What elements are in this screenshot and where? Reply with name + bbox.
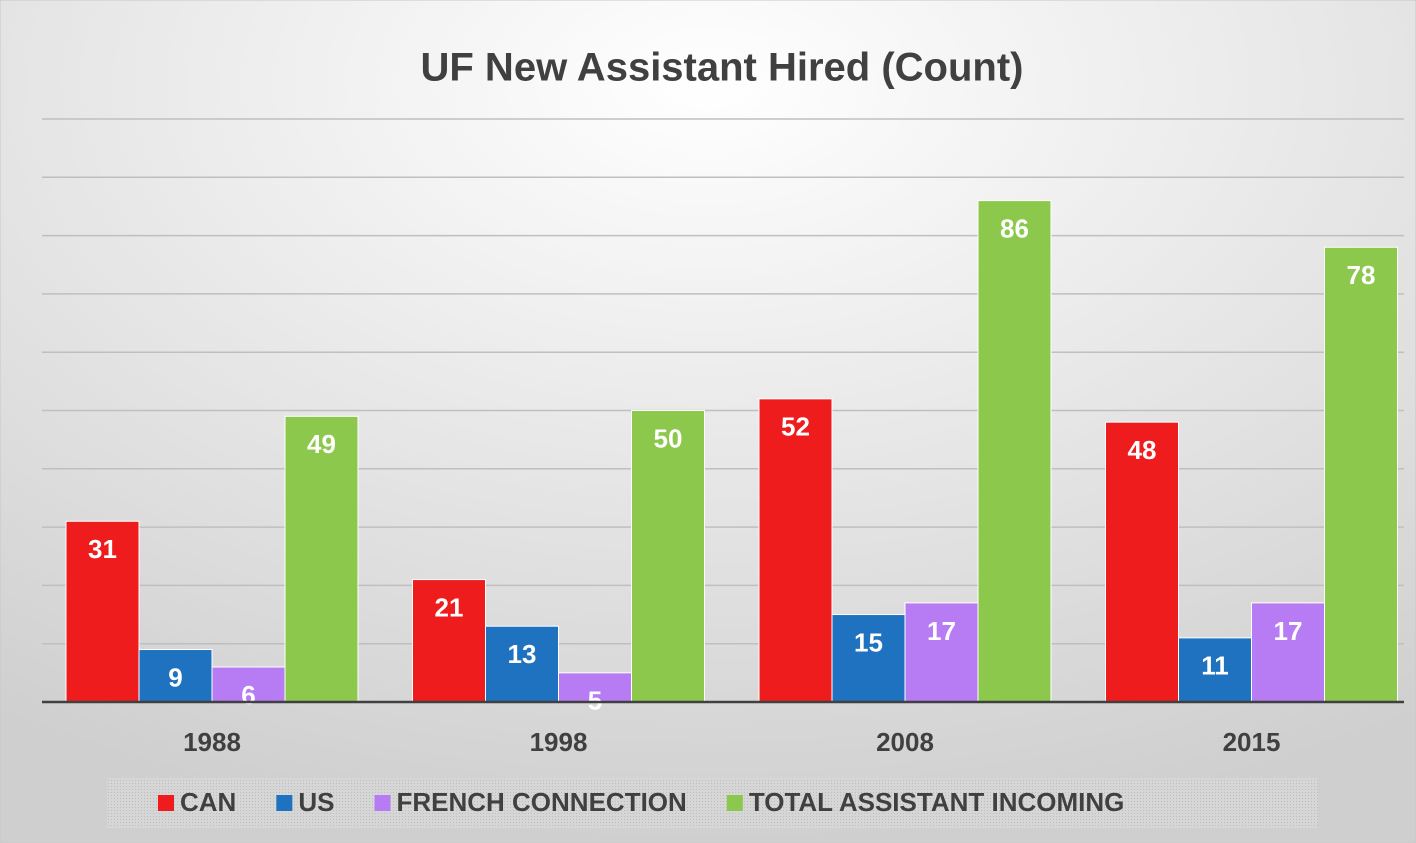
data-label: 21	[435, 592, 464, 622]
data-label: 17	[927, 616, 956, 646]
legend-label: FRENCH CONNECTION	[396, 787, 686, 817]
bar	[211, 666, 286, 703]
legend-label: TOTAL ASSISTANT INCOMING	[749, 787, 1125, 817]
legend-box	[107, 778, 1318, 828]
data-label: 15	[854, 627, 883, 657]
x-tick-label: 1998	[530, 727, 588, 757]
data-label: 31	[88, 534, 117, 564]
data-label: 48	[1128, 435, 1157, 465]
bar	[284, 415, 359, 703]
legend-label: CAN	[180, 787, 236, 817]
bar	[1251, 602, 1325, 703]
chart-title: UF New Assistant Hired (Count)	[421, 46, 1024, 90]
legend-swatch	[276, 795, 293, 811]
bar	[558, 672, 632, 703]
bar	[485, 625, 559, 703]
data-label: 11	[1201, 651, 1229, 681]
data-label: 50	[654, 423, 683, 453]
bar	[758, 398, 833, 703]
legend-swatch	[374, 795, 391, 811]
data-label: 52	[781, 412, 810, 442]
legend-label: US	[298, 787, 334, 817]
bar	[831, 614, 906, 703]
bar	[631, 410, 705, 703]
x-tick-label: 2008	[876, 727, 934, 757]
bar	[1178, 637, 1252, 703]
data-label: 78	[1347, 260, 1376, 290]
legend-swatch	[158, 795, 174, 811]
bar	[1105, 421, 1179, 703]
x-tick-label: 1988	[183, 727, 241, 757]
legend-swatch	[726, 795, 743, 811]
data-label: 6	[241, 680, 255, 710]
data-label: 13	[508, 639, 537, 669]
data-label: 49	[307, 429, 336, 459]
bar	[65, 520, 140, 703]
data-label: 9	[168, 662, 182, 692]
bar	[977, 200, 1052, 703]
data-label: 17	[1274, 616, 1303, 646]
data-label: 86	[1000, 213, 1029, 243]
bar	[904, 602, 979, 703]
bar	[412, 579, 486, 703]
x-tick-label: 2015	[1223, 727, 1281, 757]
bar	[1324, 246, 1398, 703]
data-label: 5	[588, 686, 602, 716]
